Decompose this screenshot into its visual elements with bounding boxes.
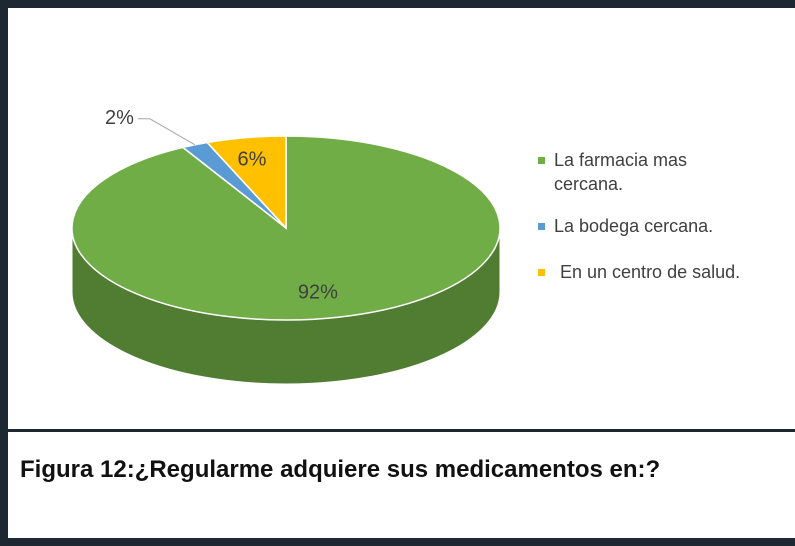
legend-label: En un centro de salud. xyxy=(560,262,741,282)
legend-marker xyxy=(538,269,545,276)
legend-entry: En un centro de salud. xyxy=(532,260,795,284)
legend-entry: La farmacia mas cercana. xyxy=(532,148,754,196)
data-label: 6% xyxy=(237,149,266,171)
legend-entry: La bodega cercana. xyxy=(532,214,754,238)
legend-label: La bodega cercana. xyxy=(554,216,714,236)
pie-slice xyxy=(205,135,287,230)
legend: La farmacia mas cercana. La bodega cercan… xyxy=(532,148,782,302)
legend-label: La farmacia mas cercana. xyxy=(554,150,688,194)
data-label: 92% xyxy=(298,282,338,304)
legend-marker xyxy=(538,157,545,164)
legend-marker xyxy=(538,223,545,230)
chart-area xyxy=(8,8,795,432)
leader-line xyxy=(137,118,196,146)
data-label: 2% xyxy=(105,107,134,129)
pie-slice xyxy=(71,135,501,321)
caption: Figura 12:¿Regularme adquiere sus medica… xyxy=(20,456,661,483)
